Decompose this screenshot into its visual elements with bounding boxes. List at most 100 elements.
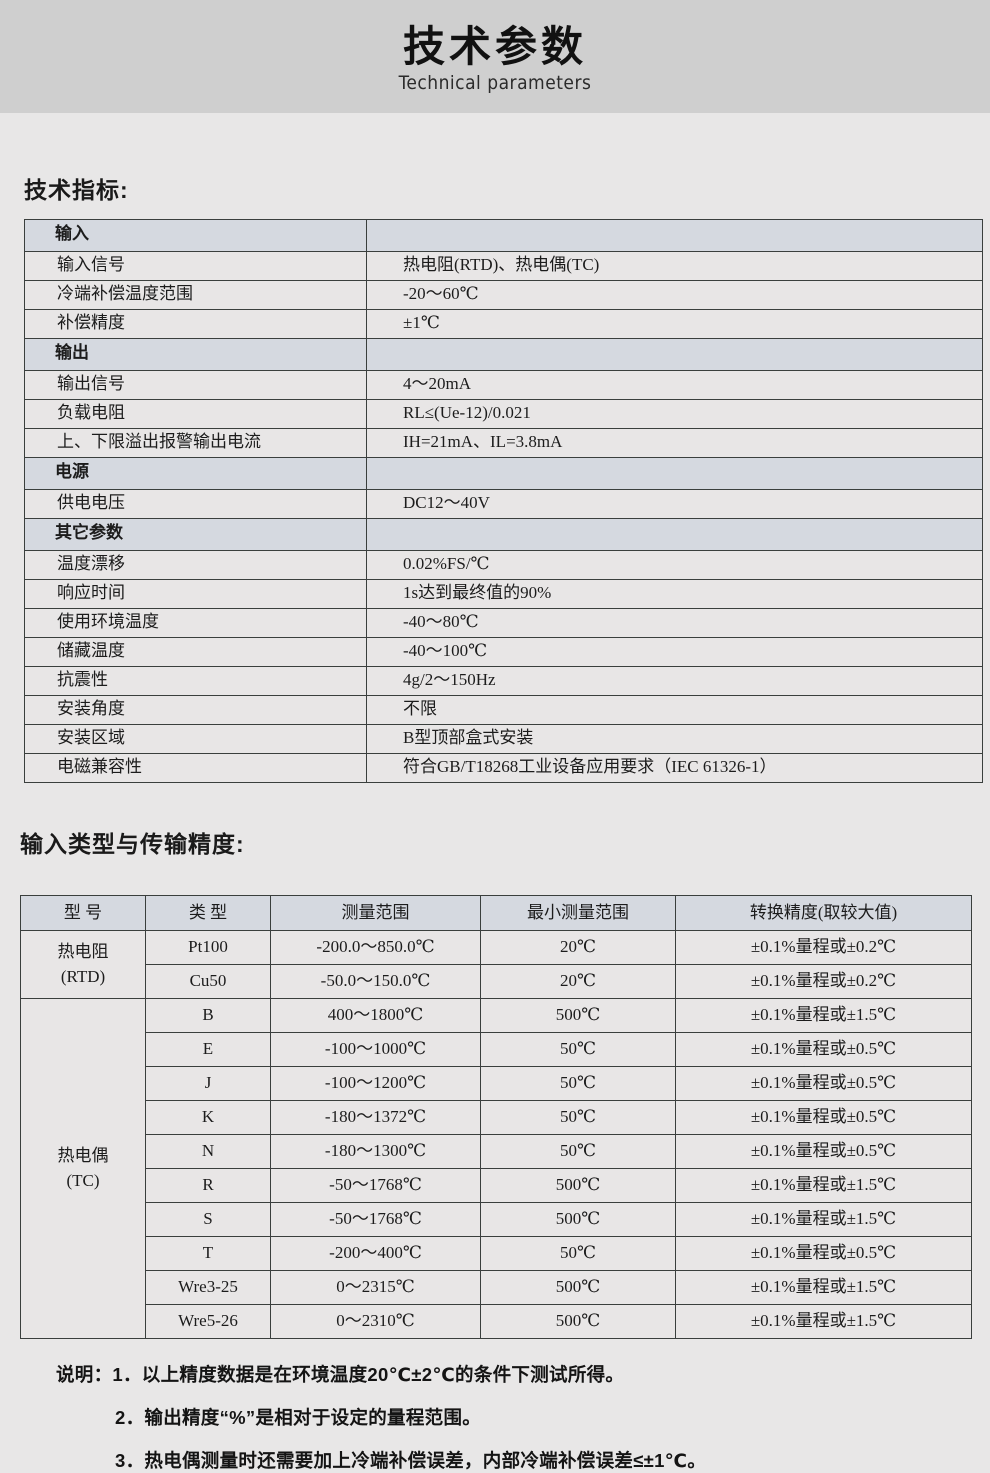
types-accuracy-cell: ±0.1%量程或±1.5℃ [675,1168,972,1203]
page-content: 技术指标: 输入 输入信号 热电阻(RTD)、热电偶(TC) 冷端补偿温度范围 -20～… [0,171,990,1473]
specs-row-value: RL≤(Ue-12)/0.021 [366,399,983,429]
specs-group-value [366,219,983,252]
types-min-range-cell: 50℃ [480,1236,676,1271]
types-min-range-cell: 500℃ [480,1270,676,1305]
types-accuracy-cell: ±0.1%量程或±0.5℃ [675,1134,972,1169]
notes-lead-label: 说明： [56,1364,113,1385]
specs-row: 补偿精度 ±1℃ [24,309,983,339]
specs-row-value: ±1℃ [366,309,983,339]
specs-group-value [366,518,983,551]
specs-row-value: 0.02%FS/℃ [366,550,983,580]
types-min-range-cell: 20℃ [480,964,676,999]
specs-row: 电磁兼容性 符合GB/T18268工业设备应用要求（IEC 61326-1） [24,753,983,783]
specs-row: 安装区域 B型顶部盒式安装 [24,724,983,754]
specs-row: 负载电阻 RL≤(Ue-12)/0.021 [24,399,983,429]
technical-specifications-table: 输入 输入信号 热电阻(RTD)、热电偶(TC) 冷端补偿温度范围 -20～60℃ 补偿精… [24,219,983,783]
specs-row-label: 储藏温度 [24,637,367,667]
types-range-cell: -50～1768℃ [270,1202,481,1237]
specs-group-label: 电源 [24,457,367,490]
specs-row-label: 响应时间 [24,579,367,609]
types-group-label: 热电阻 (RTD) [20,930,146,999]
types-table-row: E -100～1000℃ 50℃ ±0.1%量程或±0.5℃ [21,1032,972,1067]
types-accuracy-cell: ±0.1%量程或±1.5℃ [675,1304,972,1339]
specs-row-label: 供电电压 [24,489,367,519]
types-range-cell: -100～1000℃ [270,1032,481,1067]
types-column-header: 转换精度(取较大值) [675,895,972,931]
types-range-cell: -50.0～150.0℃ [270,964,481,999]
types-range-cell: -200～400℃ [270,1236,481,1271]
types-accuracy-cell: ±0.1%量程或±0.5℃ [675,1236,972,1271]
notes-block: 说明： 1．以上精度数据是在环境温度20℃±2℃的条件下测试所得。 2．输出精度“%… [56,1361,970,1473]
types-range-cell: -100～1200℃ [270,1066,481,1101]
specs-row-value: 符合GB/T18268工业设备应用要求（IEC 61326-1） [366,753,983,783]
types-range-cell: -180～1372℃ [270,1100,481,1135]
specs-row-value: 不限 [366,695,983,725]
specs-row-value: DC12～40V [366,489,983,519]
types-type-cell: J [145,1066,271,1101]
types-type-cell: E [145,1032,271,1067]
banner-subtitle: Technical parameters [398,71,592,94]
specs-row: 供电电压 DC12～40V [24,489,983,519]
types-type-cell: S [145,1202,271,1237]
specs-group-label: 输入 [24,219,367,252]
types-column-header: 最小测量范围 [480,895,676,931]
specs-row: 使用环境温度 -40～80℃ [24,608,983,638]
input-types-heading: 输入类型与传输精度: [20,831,245,857]
types-accuracy-cell: ±0.1%量程或±1.5℃ [675,1270,972,1305]
specs-row: 温度漂移 0.02%FS/℃ [24,550,983,580]
specs-heading: 技术指标: [24,177,129,203]
types-table-row: R -50～1768℃ 500℃ ±0.1%量程或±1.5℃ [21,1168,972,1203]
types-min-range-cell: 500℃ [480,1168,676,1203]
specs-row-value: 4～20mA [366,370,983,400]
specs-row: 冷端补偿温度范围 -20～60℃ [24,280,983,310]
types-min-range-cell: 500℃ [480,1202,676,1237]
types-min-range-cell: 50℃ [480,1032,676,1067]
specs-group-row: 输出 [24,338,983,371]
specs-row-label: 使用环境温度 [24,608,367,638]
note-text: 1．以上精度数据是在环境温度20℃±2℃的条件下测试所得。 [112,1364,625,1385]
input-types-accuracy-table: 型 号类 型测量范围 最小测量范围 转换精度(取较大值) 热电阻 (RTD) Pt100-… [20,895,972,1339]
types-type-cell: Cu50 [145,964,271,999]
note-line: 2．输出精度“%”是相对于设定的量程范围。 [56,1404,970,1430]
types-table-row: S -50～1768℃ 500℃ ±0.1%量程或±1.5℃ [21,1202,972,1237]
types-table-row: 热电阻 (RTD) Pt100 -200.0～850.0℃ 20℃ ±0.1%量程或±0.… [20,930,972,999]
specs-row-value: IH=21mA、IL=3.8mA [366,428,983,458]
specs-row-label: 抗震性 [24,666,367,696]
types-table-row: 热电偶 (TC) B 400～1800℃ 500℃ ±0.1%量程或±1.5℃ [20,998,972,1339]
specs-row-value: 热电阻(RTD)、热电偶(TC) [366,251,983,281]
types-accuracy-cell: ±0.1%量程或±0.5℃ [675,1066,972,1101]
specs-row-label: 补偿精度 [24,309,367,339]
types-accuracy-cell: ±0.1%量程或±0.5℃ [675,1032,972,1067]
types-min-range-cell: 50℃ [480,1066,676,1101]
types-range-cell: 0～2310℃ [270,1304,481,1339]
types-accuracy-cell: ±0.1%量程或±0.5℃ [675,1100,972,1135]
specs-group-label: 输出 [24,338,367,371]
types-type-cell: T [145,1236,271,1271]
banner-title: 技术参数 [402,23,587,71]
types-table-row: N -180～1300℃ 50℃ ±0.1%量程或±0.5℃ [21,1134,972,1169]
types-table-row: Cu50 -50.0～150.0℃ 20℃ ±0.1%量程或±0.2℃ [21,964,972,999]
types-min-range-cell: 500℃ [480,998,676,1033]
page-banner: 技术参数 Technical parameters [0,0,990,113]
specs-row: 输出信号 4～20mA [24,370,983,400]
types-type-cell: Wre3-25 [145,1270,271,1305]
types-type-cell: N [145,1134,271,1169]
specs-row-value: -40～100℃ [366,637,983,667]
specs-row-value: -20～60℃ [366,280,983,310]
specs-row-label: 安装角度 [24,695,367,725]
specs-row-label: 电磁兼容性 [24,753,367,783]
specs-row-label: 输出信号 [24,370,367,400]
types-header-row: 型 号类 型测量范围 最小测量范围 转换精度(取较大值) [20,895,972,931]
specs-group-row: 其它参数 [24,518,983,551]
specs-row: 储藏温度 -40～100℃ [24,637,983,667]
specs-row: 响应时间 1s达到最终值的90% [24,579,983,609]
types-accuracy-cell: ±0.1%量程或±1.5℃ [675,998,972,1033]
note-text: 3．热电偶测量时还需要加上冷端补偿误差，内部冷端补偿误差≤±1℃。 [115,1450,707,1471]
specs-row-label: 冷端补偿温度范围 [24,280,367,310]
specs-row-label: 安装区域 [24,724,367,754]
types-column-header: 类 型 [145,895,271,931]
types-table-row: T -200～400℃ 50℃ ±0.1%量程或±0.5℃ [21,1236,972,1271]
specs-group-value [366,338,983,371]
types-min-range-cell: 50℃ [480,1100,676,1135]
types-range-cell: -180～1300℃ [270,1134,481,1169]
